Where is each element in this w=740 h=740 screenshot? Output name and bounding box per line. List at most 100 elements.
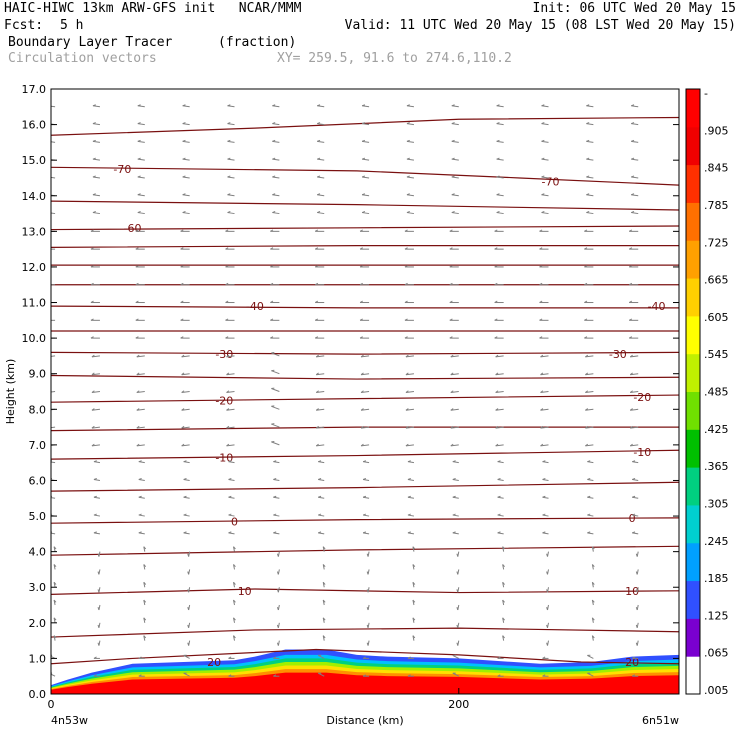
- vector-arrow: [450, 408, 459, 411]
- vector-arrowhead: [226, 408, 230, 411]
- vector-arrowhead: [412, 581, 416, 585]
- vector-arrowhead: [539, 229, 543, 232]
- vector-arrowhead: [135, 336, 139, 339]
- vector-arrowhead: [587, 531, 591, 534]
- vector-arrow: [227, 194, 235, 197]
- vector-arrow: [316, 391, 325, 393]
- vector-arrow: [540, 426, 549, 429]
- y-tick-label: 1.0: [29, 652, 47, 665]
- vector-arrowhead: [183, 513, 187, 516]
- vector-arrowhead: [272, 157, 276, 160]
- vector-arrowhead: [502, 564, 505, 568]
- vector-arrow: [137, 105, 145, 108]
- vector-arrowhead: [227, 122, 231, 125]
- contour-line: [51, 374, 679, 380]
- vector-arrowhead: [51, 140, 52, 141]
- vector-arrowhead: [180, 336, 184, 339]
- vector-arrowhead: [540, 372, 544, 376]
- colorbar-label: .065: [704, 647, 729, 660]
- contour-label: 0: [629, 512, 636, 525]
- vector-arrowhead: [91, 408, 95, 411]
- vector-arrowhead: [53, 581, 57, 585]
- vector-arrowhead: [359, 318, 363, 321]
- vector-arrowhead: [183, 460, 187, 463]
- vector-arrowhead: [628, 265, 633, 268]
- vector-arrow: [451, 158, 459, 161]
- colorbar-swatch: [686, 391, 700, 430]
- vector-arrowhead: [181, 425, 185, 429]
- vector-arrowhead: [137, 139, 141, 142]
- circulation-vectors: [47, 104, 639, 677]
- vector-arrow: [541, 194, 549, 197]
- contour-label: 20: [625, 656, 639, 669]
- vector-arrowhead: [494, 282, 498, 286]
- vector-arrowhead: [452, 460, 456, 463]
- vector-arrow: [630, 391, 639, 393]
- vector-arrowhead: [541, 139, 545, 142]
- vector-arrowhead: [407, 531, 411, 534]
- vector-arrowhead: [502, 581, 505, 585]
- vector-arrow: [586, 176, 594, 179]
- vector-arrowhead: [51, 122, 52, 124]
- vector-arrow: [452, 654, 460, 659]
- vector-arrow: [631, 194, 639, 197]
- vector-arrowhead: [587, 513, 591, 516]
- vector-arrowhead: [91, 443, 95, 447]
- vector-arrowhead: [51, 194, 52, 195]
- vector-arrowhead: [631, 656, 636, 659]
- vector-arrow: [362, 212, 370, 215]
- vector-arrowhead: [541, 175, 545, 178]
- vector-arrow: [316, 355, 325, 358]
- header-init: Init: 06 UTC Wed 20 May 15: [532, 1, 737, 16]
- colorbar-swatch: [686, 429, 700, 468]
- vector-arrowhead: [456, 589, 459, 593]
- vector-arrowhead: [143, 581, 147, 585]
- vector-arrowhead: [315, 354, 319, 358]
- vector-arrowhead: [587, 495, 591, 498]
- vector-arrowhead: [361, 211, 366, 214]
- vector-arrow: [136, 355, 145, 358]
- vector-arrow: [362, 105, 370, 108]
- vector-arrow: [361, 373, 370, 376]
- vector-arrowhead: [497, 478, 501, 480]
- colorbar-label: .005: [704, 684, 729, 697]
- vector-arrowhead: [138, 460, 142, 463]
- vector-arrowhead: [136, 425, 140, 429]
- vector-arrowhead: [635, 589, 638, 593]
- vector-arrow: [316, 408, 325, 411]
- vector-arrowhead: [635, 607, 638, 611]
- vector-arrow: [495, 391, 504, 393]
- vector-arrowhead: [92, 122, 96, 125]
- vector-arrowhead: [591, 635, 595, 639]
- vector-arrowhead: [322, 581, 326, 585]
- vector-arrowhead: [51, 211, 52, 212]
- vector-arrowhead: [47, 444, 49, 446]
- vector-arrow: [272, 140, 280, 143]
- vector-arrow: [586, 194, 594, 197]
- vector-arrowhead: [631, 104, 635, 107]
- vector-arrowhead: [635, 624, 638, 628]
- contour-label: 10: [625, 585, 639, 598]
- vector-arrow: [227, 176, 235, 179]
- vector-arrowhead: [542, 674, 546, 677]
- vector-arrowhead: [407, 460, 411, 463]
- contour-label: 20: [207, 656, 221, 669]
- vector-arrowhead: [317, 139, 321, 142]
- vector-arrow: [495, 408, 504, 411]
- vector-arrow: [585, 373, 594, 376]
- vector-arrowhead: [407, 495, 411, 498]
- vector-arrowhead: [542, 656, 546, 659]
- colorbar-swatch: [686, 467, 700, 506]
- vector-arrow: [181, 444, 190, 447]
- vector-arrowhead: [404, 336, 408, 339]
- vector-arrowhead: [92, 211, 96, 214]
- vector-arrow: [450, 426, 459, 429]
- vector-arrowhead: [181, 372, 185, 376]
- vector-arrowhead: [591, 617, 595, 621]
- contour-label: -10: [633, 446, 651, 459]
- vector-arrowhead: [450, 443, 454, 447]
- vector-arrow: [226, 355, 235, 358]
- vector-arrowhead: [546, 607, 548, 611]
- vector-arrowhead: [314, 247, 319, 250]
